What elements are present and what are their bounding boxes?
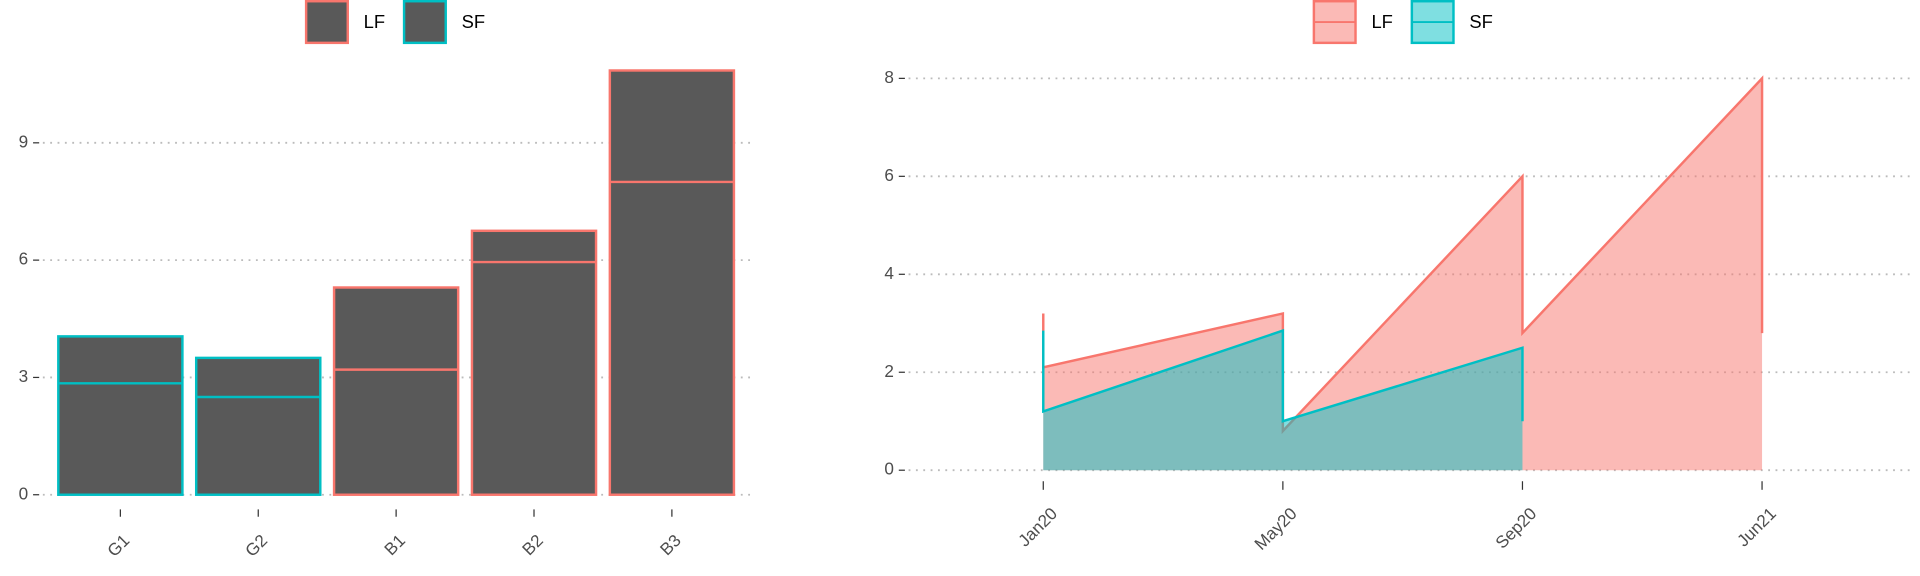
x-tick-label: Sep20 <box>1491 503 1540 552</box>
y-tick-label: 3 <box>19 366 29 386</box>
charts: 0 3 6 9 G1 G2 B1 B2 B3 LF SF 0 2 4 6 8 Jan20 May20 Sep20 Ju… <box>19 0 1911 561</box>
x-tick-label: G1 <box>103 530 133 560</box>
area <box>1043 330 1523 471</box>
y-tick-label: 8 <box>884 67 894 87</box>
legend-label: SF <box>1469 11 1492 32</box>
x-tick-label: Jun21 <box>1733 503 1780 550</box>
legend-label: LF <box>1371 11 1392 32</box>
x-tick-label: B3 <box>656 530 685 559</box>
area-line <box>1042 328 1524 423</box>
y-tick-label: 6 <box>19 249 29 269</box>
y-tick-label: 0 <box>19 483 29 503</box>
y-tick-label: 6 <box>884 165 894 185</box>
x-tick-label: B1 <box>380 530 409 559</box>
legend-label: SF <box>462 11 485 32</box>
y-tick-label: 4 <box>884 263 894 283</box>
bar <box>57 335 184 496</box>
bar <box>470 229 598 496</box>
bar <box>608 69 736 496</box>
x-tick-label: May20 <box>1250 503 1300 553</box>
y-tick-label: 9 <box>19 131 29 151</box>
area-line <box>1042 75 1764 435</box>
bar <box>194 356 322 496</box>
y-tick-label: 2 <box>884 361 894 381</box>
legend-swatch <box>304 0 349 45</box>
x-tick-label: B2 <box>518 530 547 559</box>
y-tick-label: 0 <box>884 459 894 479</box>
x-tick-label: Jan20 <box>1014 503 1061 550</box>
bar <box>332 286 460 496</box>
x-tick-label: G2 <box>241 530 271 560</box>
legend-label: LF <box>364 11 385 32</box>
legend-swatch <box>402 0 447 45</box>
